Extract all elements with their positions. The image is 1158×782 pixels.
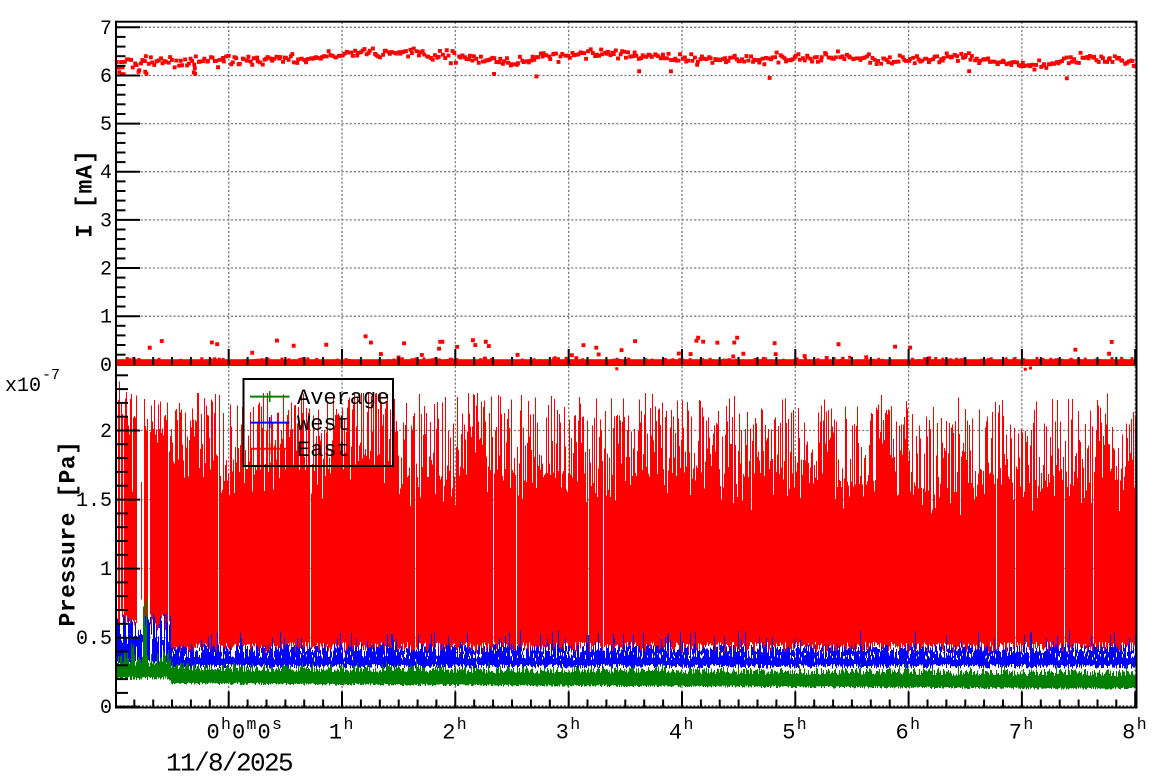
svg-text:0.5: 0.5	[76, 628, 112, 651]
svg-text:6: 6	[100, 66, 112, 89]
svg-text:h: h	[221, 715, 231, 734]
svg-text:h: h	[344, 715, 354, 734]
svg-text:0: 0	[258, 721, 271, 746]
svg-text:s: s	[272, 715, 282, 734]
svg-text:0: 0	[232, 721, 245, 746]
svg-text:3: 3	[100, 210, 112, 233]
svg-text:1: 1	[329, 721, 342, 746]
svg-text:7: 7	[1009, 721, 1022, 746]
svg-text:h: h	[910, 715, 920, 734]
svg-text:4: 4	[100, 162, 112, 185]
svg-text:-7: -7	[42, 367, 60, 384]
svg-text:Pressure [Pa]: Pressure [Pa]	[56, 441, 82, 627]
svg-text:0: 0	[100, 697, 112, 720]
svg-text:x10: x10	[5, 375, 41, 398]
svg-text:West: West	[297, 412, 350, 437]
svg-text:h: h	[797, 715, 807, 734]
svg-text:2: 2	[100, 421, 112, 444]
svg-text:h: h	[457, 715, 467, 734]
svg-text:I [mA]: I [mA]	[73, 149, 99, 238]
svg-text:Average: Average	[297, 386, 389, 411]
svg-text:6: 6	[895, 721, 908, 746]
svg-text:East: East	[297, 438, 350, 463]
svg-text:3: 3	[556, 721, 569, 746]
svg-text:11/8/2025: 11/8/2025	[166, 749, 292, 779]
svg-text:h: h	[684, 715, 694, 734]
svg-text:2: 2	[442, 721, 455, 746]
svg-text:m: m	[247, 715, 257, 734]
svg-text:0: 0	[207, 721, 220, 746]
svg-text:1: 1	[100, 559, 112, 582]
svg-text:7: 7	[100, 18, 112, 41]
svg-text:1.5: 1.5	[76, 490, 112, 513]
svg-text:h: h	[1023, 715, 1033, 734]
svg-text:h: h	[1137, 715, 1147, 734]
svg-text:5: 5	[782, 721, 795, 746]
svg-text:4: 4	[669, 721, 682, 746]
svg-text:5: 5	[100, 114, 112, 137]
svg-text:2: 2	[100, 259, 112, 282]
svg-text:0: 0	[100, 355, 112, 378]
svg-text:h: h	[570, 715, 580, 734]
svg-text:8: 8	[1122, 721, 1135, 746]
svg-text:1: 1	[100, 307, 112, 330]
